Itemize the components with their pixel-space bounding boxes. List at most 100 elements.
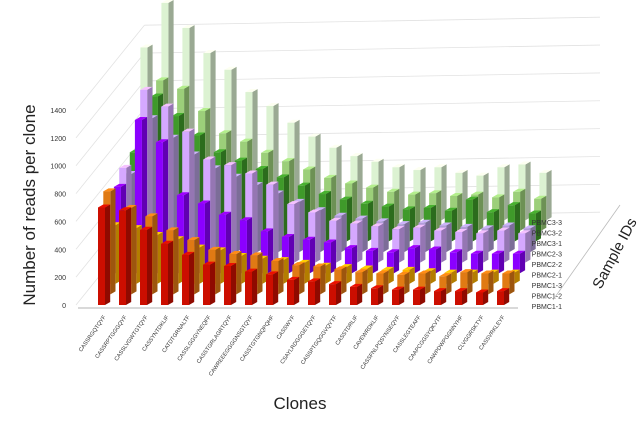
bar-side	[336, 281, 342, 305]
bar-top	[350, 283, 363, 287]
bar-top	[444, 269, 457, 273]
bar	[245, 271, 252, 305]
bar-side	[126, 207, 132, 305]
bar-side	[236, 251, 242, 295]
bar-top	[260, 228, 274, 232]
bar-top	[397, 271, 410, 275]
bar-side	[394, 188, 400, 231]
x-tick-label: CSAYLRDGGGETQYF	[280, 314, 318, 365]
bar-side	[404, 271, 410, 295]
bar	[371, 226, 379, 263]
bar-top	[418, 219, 431, 223]
bar-top	[387, 188, 400, 192]
bar-side	[189, 251, 195, 305]
bar	[287, 279, 294, 305]
x-axis-title: Clones	[273, 394, 327, 413]
bar	[176, 195, 184, 274]
bar-top	[492, 194, 505, 198]
bar	[476, 292, 483, 305]
y-tick-label: 200	[54, 275, 66, 282]
bar-side	[367, 265, 373, 284]
bar-top	[476, 289, 489, 293]
bar	[344, 248, 352, 274]
bar-side	[414, 245, 421, 274]
bar	[497, 167, 505, 221]
bar-top	[98, 204, 111, 208]
bar-top	[344, 245, 358, 249]
bar-side	[231, 162, 237, 263]
bar-side	[383, 218, 389, 252]
bar-side	[357, 283, 363, 305]
bar-side	[498, 250, 505, 274]
bar-top	[281, 233, 295, 237]
bar-side	[257, 252, 263, 295]
bar-side	[168, 103, 174, 263]
bar-top	[292, 262, 305, 266]
bar-top	[339, 196, 352, 200]
bar-side	[446, 273, 452, 295]
bar-top	[171, 113, 184, 117]
bar-side	[210, 261, 216, 305]
gridline-floor	[75, 52, 145, 139]
bar-side	[288, 233, 295, 274]
bar-top	[334, 266, 347, 270]
bar	[224, 266, 231, 305]
bar-top	[518, 161, 531, 165]
bar-top	[182, 24, 195, 28]
bar-side	[420, 286, 426, 305]
bar	[266, 274, 273, 305]
bar-side	[341, 266, 347, 295]
bar-top	[460, 269, 473, 273]
bar-side	[210, 156, 216, 263]
bar-side	[399, 226, 405, 263]
bar	[203, 264, 210, 305]
bar-side	[252, 170, 258, 263]
bar-top	[371, 158, 384, 162]
bar	[455, 291, 462, 305]
bar-top	[161, 0, 174, 3]
bar-top	[198, 108, 211, 112]
bar-top	[203, 50, 216, 54]
bar-top	[523, 225, 536, 229]
bar-side	[436, 190, 442, 231]
bar-side	[499, 194, 505, 231]
bar	[418, 273, 426, 295]
bar-top	[266, 271, 279, 275]
bar-top	[455, 288, 468, 292]
bar-top	[481, 270, 494, 274]
bar-top	[261, 149, 274, 153]
bar-side	[273, 271, 279, 305]
bar-side	[519, 250, 526, 274]
bar-side	[535, 210, 541, 242]
bar-side	[373, 184, 379, 231]
bar-top	[234, 157, 247, 161]
bar-top	[119, 164, 132, 168]
y-tick-label: 400	[54, 247, 66, 254]
bar	[260, 231, 268, 274]
bar-side	[399, 164, 405, 221]
bar-side	[231, 263, 237, 305]
bar-side	[147, 226, 153, 305]
bar	[434, 291, 441, 305]
bar	[140, 229, 147, 305]
gridline	[144, 100, 601, 110]
bar-top	[329, 281, 342, 285]
bar-top	[182, 128, 195, 132]
bar-side	[346, 264, 352, 284]
bar-side	[520, 188, 526, 231]
y-tick-label: 0	[62, 303, 66, 310]
bar-top	[418, 270, 431, 274]
bar-top	[413, 224, 426, 228]
bar-top	[282, 158, 295, 162]
bar-side	[278, 257, 284, 295]
gridline-floor	[75, 80, 145, 166]
bar	[413, 289, 420, 305]
bar-top	[371, 285, 384, 289]
bar-top	[213, 149, 226, 153]
bar-top	[471, 191, 484, 195]
bar-side	[378, 285, 384, 305]
bar-top	[350, 220, 363, 224]
bar-side	[110, 188, 116, 295]
